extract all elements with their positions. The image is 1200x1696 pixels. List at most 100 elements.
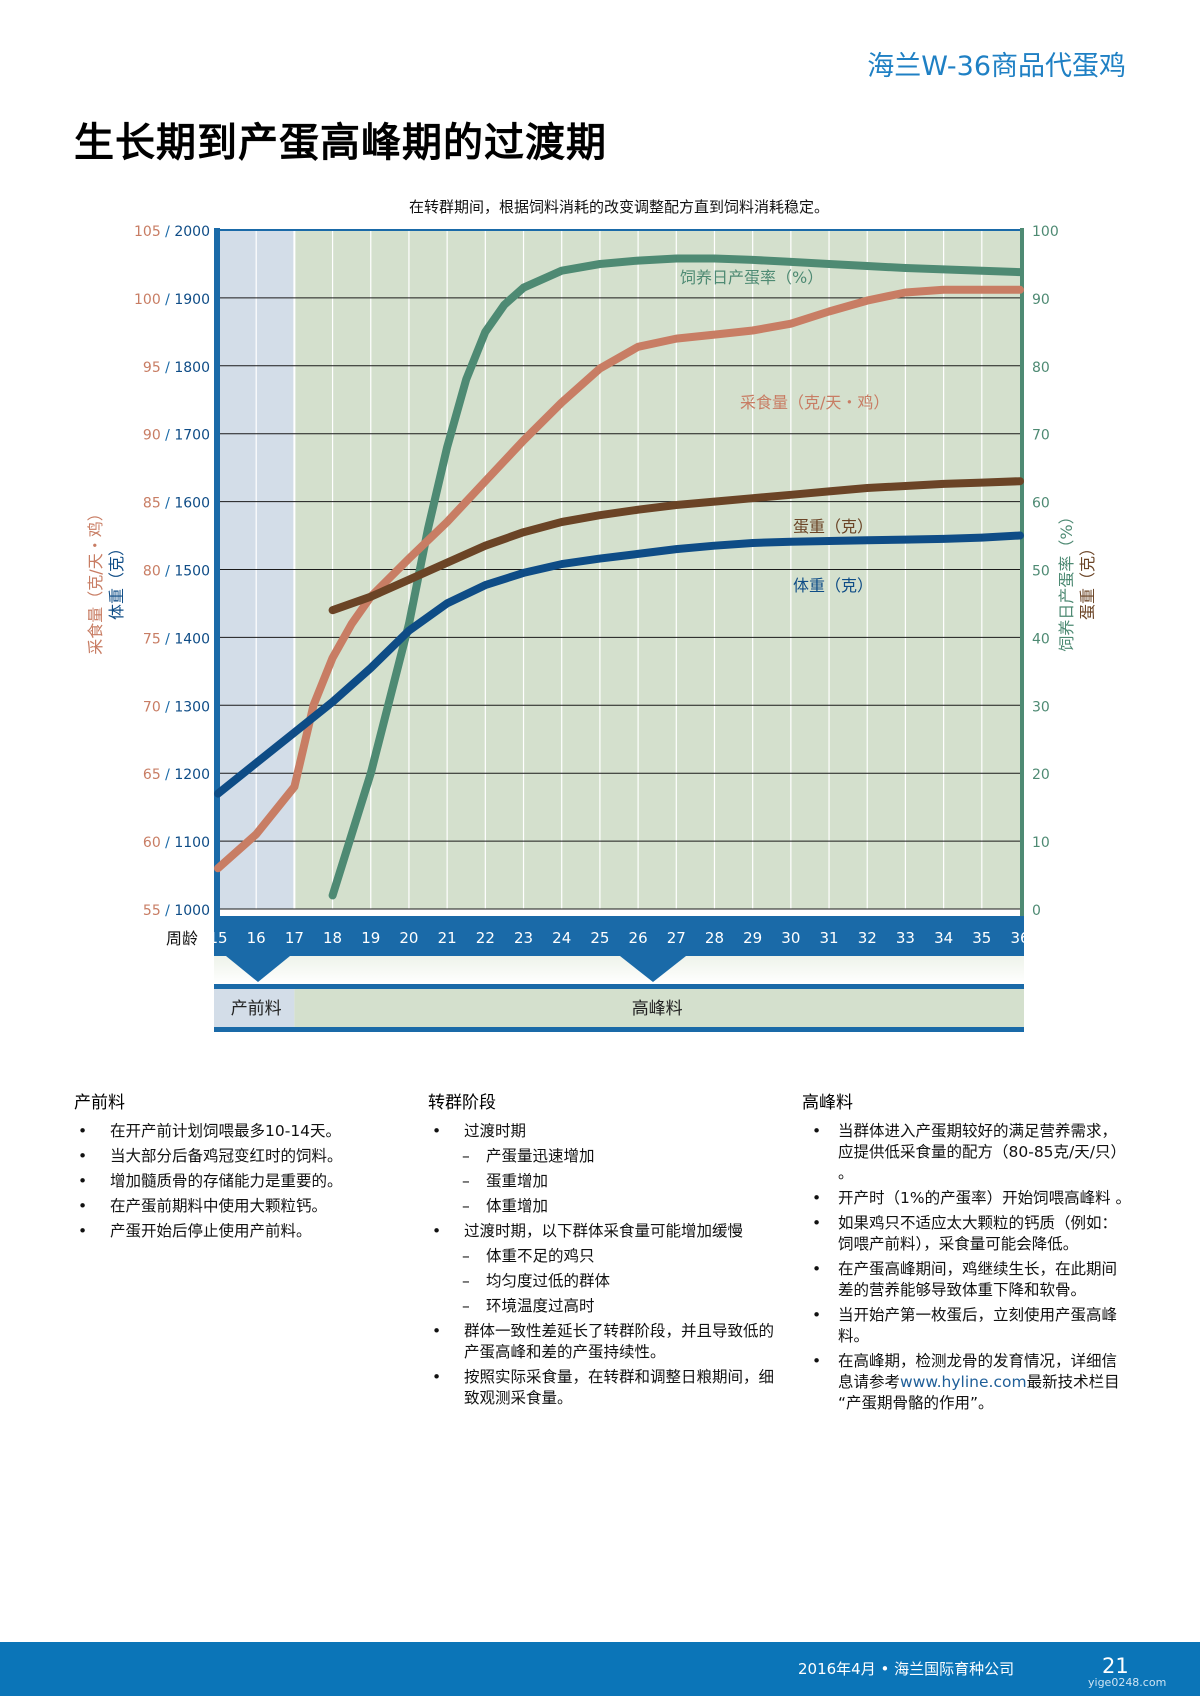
series-line bbox=[328, 477, 1024, 615]
column-prelay: 产前料 在开产前计划饲喂最多10-14天。当大部分后备鸡冠变红时的饲料。 增加髓… bbox=[74, 1088, 404, 1246]
x-tick-label: 31 bbox=[820, 929, 839, 947]
list-item: 按照实际采食量，在转群和调整日粮期间，细致观测采食量。 bbox=[428, 1367, 780, 1409]
x-tick-label: 32 bbox=[858, 929, 877, 947]
left-tick-label: 100 / 1900 bbox=[134, 292, 210, 308]
list-item: 当开始产第一枚蛋后，立刻使用产蛋高峰料。 bbox=[802, 1305, 1132, 1347]
x-tick-label: 26 bbox=[629, 929, 648, 947]
list-item: 如果鸡只不适应太大颗粒的钙质（例如：饲喂产前料），采食量可能会降低。 bbox=[802, 1213, 1132, 1255]
right-tick-label: 0 bbox=[1032, 903, 1041, 919]
prelay-arrow-icon bbox=[226, 956, 290, 982]
page-footer: 2016年4月 • 海兰国际育种公司 21 yige0248.com bbox=[0, 1642, 1200, 1696]
left-tick-label: 60 / 1100 bbox=[143, 835, 210, 851]
list-item: 开产时（1%的产蛋率）开始饲喂高峰料 。 bbox=[802, 1188, 1132, 1209]
sub-list-item: 蛋重增加 bbox=[428, 1171, 780, 1192]
left-tick-label: 80 / 1500 bbox=[143, 564, 210, 580]
peak-phase-box bbox=[294, 989, 1024, 1027]
list-item: 当大部分后备鸡冠变红时的饲料。 bbox=[74, 1146, 404, 1167]
list-item: 在开产前计划饲喂最多10-14天。 bbox=[74, 1121, 404, 1142]
column-list: 在开产前计划饲喂最多10-14天。当大部分后备鸡冠变红时的饲料。 增加髓质骨的存… bbox=[74, 1121, 404, 1242]
peak-arrow-icon bbox=[620, 956, 686, 982]
x-tick-label: 16 bbox=[247, 929, 266, 947]
list-item: 产蛋开始后停止使用产前料。 bbox=[74, 1221, 404, 1242]
prelay-phase-label: 产前料 bbox=[231, 999, 282, 1019]
prelay-phase-box bbox=[214, 989, 295, 1027]
right-tick-label: 40 bbox=[1032, 631, 1050, 647]
chart-title: 在转群期间，根据饲料消耗的改变调整配方直到饲料消耗稳定。 bbox=[409, 198, 829, 216]
phase-strip-top bbox=[214, 984, 1024, 989]
right-tick-label: 80 bbox=[1032, 360, 1050, 376]
x-tick-label: 34 bbox=[934, 929, 953, 947]
x-tick-label: 21 bbox=[438, 929, 457, 947]
x-tick-label: 30 bbox=[781, 929, 800, 947]
x-tick-label: 36 bbox=[1010, 929, 1029, 947]
x-tick-label: 23 bbox=[514, 929, 533, 947]
left-axis-title-feed: 采食量（克/天・鸡） bbox=[86, 505, 105, 654]
series-line bbox=[214, 531, 1024, 798]
footer-text: 2016年4月 • 海兰国际育种公司 bbox=[798, 1660, 1015, 1678]
series-label: 饲养日产蛋率（%） bbox=[680, 268, 823, 287]
column-list: 当群体进入产蛋期较好的满足营养需求，应提供低采食量的配方（80-85克/天/只）… bbox=[802, 1121, 1132, 1414]
x-tick-label: 33 bbox=[896, 929, 915, 947]
x-tick-label: 29 bbox=[743, 929, 762, 947]
right-tick-label: 10 bbox=[1032, 835, 1050, 851]
right-axis-bar bbox=[1020, 228, 1024, 917]
list-item: 过渡时期，以下群体采食量可能增加缓慢 bbox=[428, 1221, 780, 1242]
x-tick-label: 19 bbox=[361, 929, 380, 947]
column-list: 过渡时期产蛋量迅速增加蛋重增加体重增加过渡时期，以下群体采食量可能增加缓慢体重不… bbox=[428, 1121, 780, 1409]
x-tick-label: 28 bbox=[705, 929, 724, 947]
arrow-strip bbox=[214, 956, 1024, 984]
left-tick-label: 85 / 1600 bbox=[143, 496, 210, 512]
x-tick-label: 25 bbox=[590, 929, 609, 947]
sub-list-item: 体重不足的鸡只 bbox=[428, 1246, 780, 1267]
x-tick-label: 24 bbox=[552, 929, 571, 947]
page-number: 21 bbox=[1102, 1654, 1129, 1678]
series-label: 采食量（克/天・鸡） bbox=[740, 393, 889, 412]
series-line bbox=[214, 285, 1024, 873]
list-item: 在产蛋前期料中使用大颗粒钙。 bbox=[74, 1196, 404, 1217]
series-label: 蛋重（克） bbox=[793, 517, 873, 536]
hyline-link[interactable]: www.hyline.com bbox=[900, 1373, 1027, 1391]
list-item: 当群体进入产蛋期较好的满足营养需求，应提供低采食量的配方（80-85克/天/只）… bbox=[802, 1121, 1132, 1184]
left-tick-label: 65 / 1200 bbox=[143, 767, 210, 783]
x-tick-label: 18 bbox=[323, 929, 342, 947]
x-tick-label: 15 bbox=[208, 929, 227, 947]
page-title: 生长期到产蛋高峰期的过渡期 bbox=[74, 120, 607, 166]
right-tick-label: 30 bbox=[1032, 699, 1050, 715]
right-tick-label: 100 bbox=[1032, 224, 1059, 240]
column-transition: 转群阶段 过渡时期产蛋量迅速增加蛋重增加体重增加过渡时期，以下群体采食量可能增加… bbox=[428, 1088, 780, 1413]
list-item: 群体一致性差延长了转群阶段，并且导致低的产蛋高峰和差的产蛋持续性。 bbox=[428, 1321, 780, 1363]
peak-phase-label: 高峰料 bbox=[632, 999, 683, 1019]
x-tick-label: 22 bbox=[476, 929, 495, 947]
left-axis-title-body: 体重（克） bbox=[107, 540, 126, 620]
left-axis-bar bbox=[214, 228, 220, 917]
left-tick-label: 95 / 1800 bbox=[143, 360, 210, 376]
list-item: 在产蛋高峰期间，鸡继续生长，在此期间差的营养能够导致体重下降和软骨。 bbox=[802, 1259, 1132, 1301]
right-tick-label: 50 bbox=[1032, 564, 1050, 580]
sub-list-item: 体重增加 bbox=[428, 1196, 780, 1217]
x-axis-title: 周龄 bbox=[166, 929, 198, 948]
left-tick-label: 90 / 1700 bbox=[143, 428, 210, 444]
column-title: 转群阶段 bbox=[428, 1093, 496, 1113]
column-title: 产前料 bbox=[74, 1093, 125, 1113]
right-tick-label: 90 bbox=[1032, 292, 1050, 308]
left-tick-label: 105 / 2000 bbox=[134, 224, 210, 240]
list-item: 增加髓质骨的存储能力是重要的。 bbox=[74, 1171, 404, 1192]
right-tick-label: 60 bbox=[1032, 496, 1050, 512]
brand-title: 海兰W-36商品代蛋鸡 bbox=[867, 51, 1126, 82]
right-tick-label: 70 bbox=[1032, 428, 1050, 444]
x-tick-label: 35 bbox=[972, 929, 991, 947]
x-tick-label: 20 bbox=[399, 929, 418, 947]
series-line bbox=[328, 254, 1024, 900]
left-tick-label: 70 / 1300 bbox=[143, 699, 210, 715]
sub-list-item: 产蛋量迅速增加 bbox=[428, 1146, 780, 1167]
phase-strip-bottom bbox=[214, 1027, 1024, 1032]
column-peak: 高峰料 当群体进入产蛋期较好的满足营养需求，应提供低采食量的配方（80-85克/… bbox=[802, 1088, 1132, 1418]
list-item: 在高峰期，检测龙骨的发育情况，详细信息请参考www.hyline.com最新技术… bbox=[802, 1351, 1132, 1414]
right-axis-title-egg: 蛋重（克） bbox=[1078, 540, 1097, 620]
x-tick-label: 17 bbox=[285, 929, 304, 947]
right-axis-title-rate: 饲养日产蛋率（%） bbox=[1057, 508, 1076, 651]
x-axis-band bbox=[214, 916, 1024, 956]
watermark: yige0248.com bbox=[1088, 1676, 1167, 1689]
transition-chart: 在转群期间，根据饲料消耗的改变调整配方直到饲料消耗稳定。 105 / 2000 10… bbox=[86, 198, 1097, 1032]
list-item: 过渡时期 bbox=[428, 1121, 780, 1142]
